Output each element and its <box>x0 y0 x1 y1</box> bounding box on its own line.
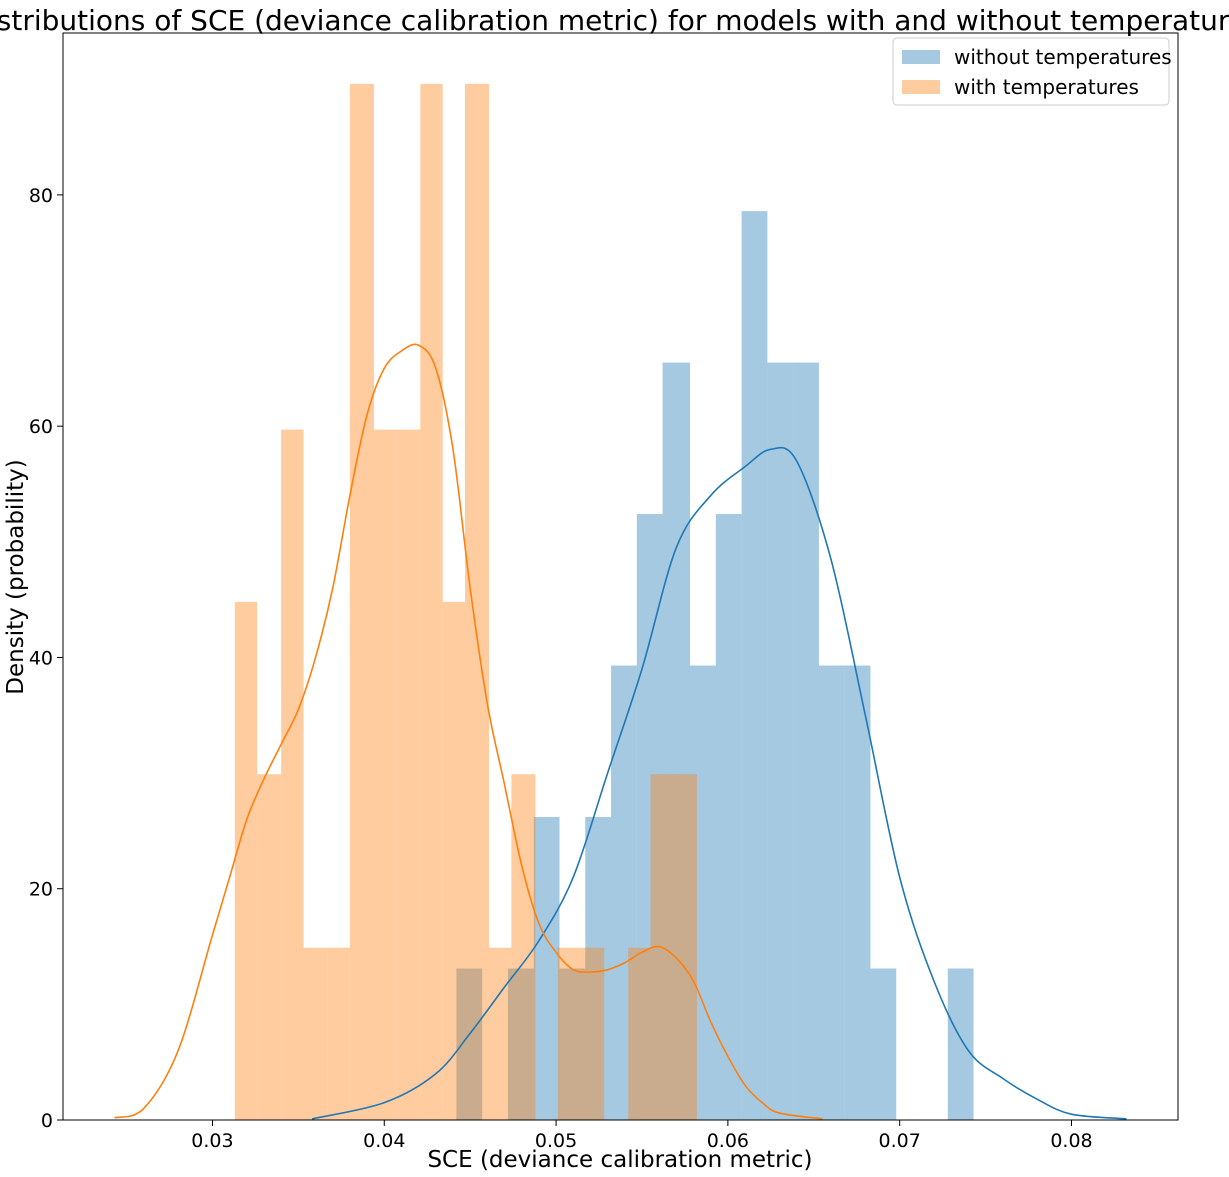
histogram-bar-without-16 <box>870 968 897 1120</box>
legend-swatch-with-temperatures <box>902 80 940 94</box>
histogram-bar-with-0 <box>234 601 258 1120</box>
x-tick-label: 0.07 <box>879 1130 921 1152</box>
histogram-bar-with-14 <box>557 947 582 1120</box>
x-tick-label: 0.08 <box>1050 1130 1092 1152</box>
histogram-bar-with-7 <box>396 429 421 1120</box>
series-with-temperatures-bars <box>234 83 697 1120</box>
x-tick-label: 0.06 <box>707 1130 749 1152</box>
histogram-bar-without-14 <box>818 665 845 1120</box>
kde-line-with-temperatures <box>114 343 823 1120</box>
histogram-bar-with-6 <box>373 429 397 1120</box>
y-tick-label: 60 <box>29 416 53 438</box>
y-axis-label: Density (probability) <box>3 459 29 694</box>
histogram-bar-without-10 <box>715 514 742 1120</box>
legend-label-with-temperatures: with temperatures <box>954 75 1139 99</box>
histogram-bar-with-9 <box>442 601 466 1120</box>
histogram-bar-without-9 <box>690 665 716 1120</box>
histogram-bar-without-0 <box>456 968 483 1120</box>
histogram-bar-without-3 <box>533 817 560 1120</box>
histogram-bar-with-5 <box>349 83 374 1120</box>
y-tick-label: 80 <box>29 185 53 207</box>
x-axis-label: SCE (deviance calibration metric) <box>427 1147 812 1173</box>
histogram-bar-without-4 <box>559 968 586 1120</box>
legend: without temperatures with temperatures <box>892 37 1172 106</box>
x-tick-label: 0.03 <box>191 1130 233 1152</box>
histogram-bar-with-3 <box>303 947 328 1120</box>
histogram-bar-with-15 <box>581 947 605 1120</box>
histogram-bar-without-11 <box>741 211 768 1120</box>
x-axis-ticks: 0.03 0.04 0.05 0.06 0.07 0.08 <box>191 1120 1093 1152</box>
histogram-bar-with-12 <box>511 774 536 1120</box>
plot-frame <box>62 32 1179 1121</box>
histogram-bar-without-5 <box>585 817 612 1120</box>
histogram-bar-with-11 <box>489 947 512 1120</box>
histogram-bar-without-7 <box>636 514 663 1120</box>
histogram-bar-with-19 <box>672 774 697 1120</box>
histogram-bar-with-8 <box>420 83 443 1120</box>
kde-lines <box>114 343 1127 1120</box>
histogram-bar-without-2 <box>507 968 534 1120</box>
y-tick-label: 20 <box>29 879 53 901</box>
legend-label-without-temperatures: without temperatures <box>954 45 1172 69</box>
legend-box <box>892 37 1170 106</box>
x-tick-label: 0.04 <box>363 1130 405 1152</box>
histogram-bar-with-2 <box>281 429 304 1120</box>
histogram-bar-without-13 <box>793 362 819 1120</box>
y-tick-label: 0 <box>41 1110 53 1132</box>
histogram-bar-with-4 <box>327 947 350 1120</box>
histogram-bar-without-8 <box>662 362 691 1120</box>
series-without-temperatures-bars <box>456 211 974 1120</box>
histogram-bar-without-6 <box>611 665 637 1120</box>
legend-swatch-without-temperatures <box>902 50 940 64</box>
histogram-bar-with-1 <box>257 774 282 1120</box>
y-tick-label: 40 <box>29 647 53 669</box>
chart-title: Distributions of SCE (deviance calibrati… <box>0 4 1229 37</box>
y-axis-ticks: 0 20 40 60 80 <box>29 185 63 1132</box>
histogram-bar-with-17 <box>628 947 651 1120</box>
histogram-bar-without-19 <box>947 968 974 1120</box>
kde-line-without-temperatures <box>311 446 1127 1120</box>
histogram-bar-without-12 <box>767 362 794 1120</box>
histogram-bar-without-15 <box>844 665 871 1120</box>
x-tick-label: 0.05 <box>535 1130 577 1152</box>
histogram-bar-with-10 <box>465 83 490 1120</box>
